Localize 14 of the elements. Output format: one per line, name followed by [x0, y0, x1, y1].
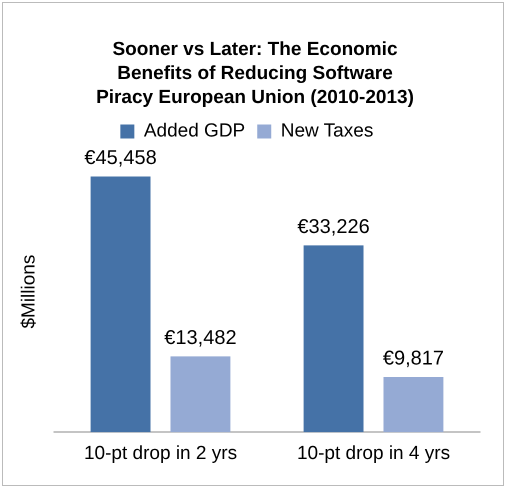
data-label: €45,458 [84, 147, 157, 170]
legend-label: Added GDP [144, 120, 246, 142]
bar [90, 176, 151, 432]
x-tick-label: 10-pt drop in 2 yrs [84, 442, 238, 464]
data-label: €9,817 [382, 348, 444, 370]
bar [170, 356, 230, 432]
y-axis-title: $Millions [18, 254, 40, 329]
legend-label: New Taxes [280, 120, 374, 142]
data-label: €13,482 [164, 326, 237, 349]
bar [304, 245, 364, 432]
bar [383, 376, 444, 432]
chart-title: Sooner vs Later: The Economic Benefits of Reducing Software Piracy European Union (2010-2013) [95, 38, 415, 110]
x-tick-label: 10-pt drop in 4 yrs [296, 442, 450, 464]
data-label: €33,226 [297, 216, 370, 238]
